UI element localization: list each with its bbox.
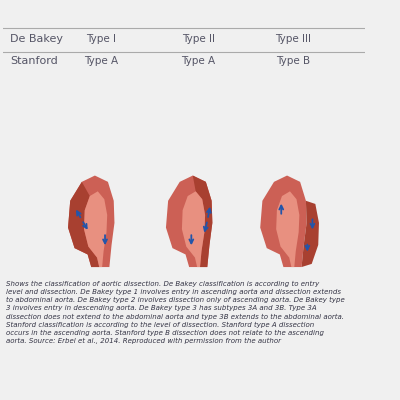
Text: Stanford: Stanford [10, 56, 58, 66]
Polygon shape [182, 191, 205, 267]
Text: Type III: Type III [275, 34, 311, 44]
Text: Type II: Type II [182, 34, 215, 44]
Text: Type A: Type A [84, 56, 118, 66]
Text: Shows the classification of aortic dissection. De Bakey classification is accord: Shows the classification of aortic disse… [6, 281, 345, 344]
Text: Type A: Type A [182, 56, 216, 66]
Polygon shape [166, 176, 212, 267]
Polygon shape [84, 191, 107, 267]
Polygon shape [276, 191, 299, 267]
Text: Type I: Type I [86, 34, 116, 44]
Text: Type B: Type B [276, 56, 310, 66]
Polygon shape [302, 201, 319, 267]
Polygon shape [68, 182, 99, 267]
Polygon shape [260, 176, 307, 267]
Polygon shape [68, 176, 114, 267]
Text: De Bakey: De Bakey [10, 34, 63, 44]
Polygon shape [193, 176, 212, 267]
